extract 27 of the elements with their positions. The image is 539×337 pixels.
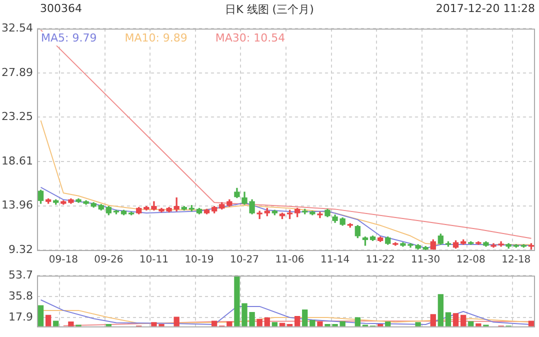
text: MA5: 9.79 [41, 31, 97, 44]
text: 2017-12-20 11:28 [436, 2, 535, 15]
x-tick-label: 10-11 [139, 254, 168, 266]
y-tick-label: 17.9 [8, 310, 33, 324]
y-tick-label: 32.54 [2, 21, 33, 34]
x-tick-label: 09-18 [48, 254, 78, 266]
x-tick-label: 12-18 [502, 254, 531, 266]
x-tick-label: 12-08 [456, 254, 486, 266]
x-tick-label: 11-06 [275, 254, 304, 266]
text: MA30: 10.54 [215, 31, 286, 44]
y-tick-label: 18.61 [2, 154, 33, 168]
candlestick [317, 212, 323, 218]
y-tick-label: 9.32 [8, 242, 33, 256]
y-tick-label: 53.7 [8, 268, 33, 282]
text: MA10: 9.89 [124, 31, 188, 44]
x-tick-label: 11-30 [411, 254, 440, 266]
x-tick-label: 11-22 [366, 254, 395, 266]
text: 300364 [40, 2, 82, 15]
x-tick-label: 09-26 [94, 254, 124, 266]
x-tick-label: 11-14 [320, 254, 350, 266]
chart-title: 日K 线图 (三个月) [225, 3, 314, 16]
y-tick-label: 27.89 [2, 66, 33, 79]
y-tick-label: 35.8 [8, 289, 33, 302]
y-tick-label: 23.25 [2, 110, 33, 124]
x-tick-label: 10-27 [230, 254, 260, 266]
y-tick-label: 13.96 [2, 198, 33, 212]
x-tick-label: 10-19 [184, 254, 214, 266]
